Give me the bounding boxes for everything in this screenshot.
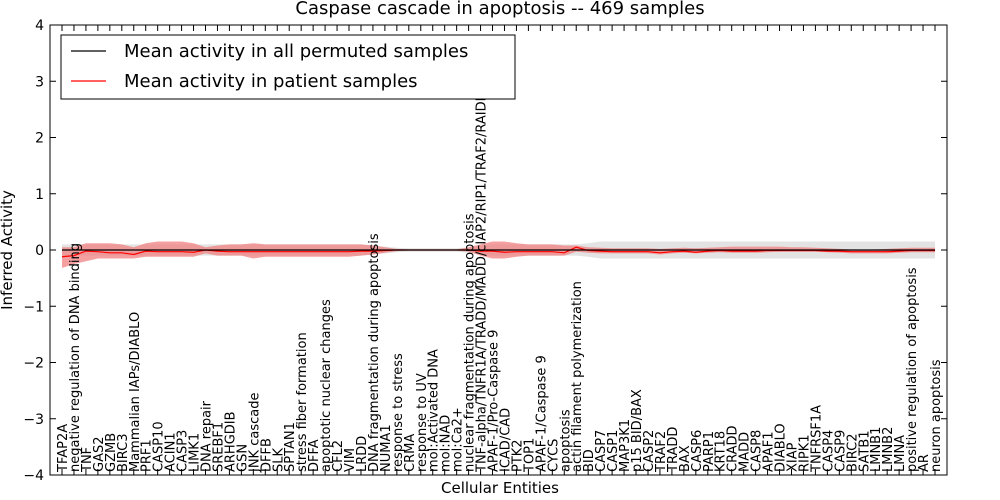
- x-tick-label: MAP3K1: [618, 419, 633, 472]
- x-tick-label: CRMA: [403, 434, 418, 472]
- x-tick-label: mol:Ca2+: [451, 407, 466, 472]
- x-tick-label: CYCS: [546, 439, 561, 472]
- plot-frame: [49, 24, 948, 476]
- x-tick-label: ACIN1: [164, 432, 179, 472]
- x-tick-label: BAX: [678, 445, 693, 472]
- x-tick-label: CASP4: [821, 430, 836, 472]
- y-tick-label: −4: [23, 468, 44, 484]
- x-tick-label: DFFA: [307, 439, 322, 472]
- x-tick-label: NUMA1: [379, 424, 394, 472]
- patient-band: [62, 241, 935, 268]
- y-tick-label: −2: [23, 356, 44, 372]
- x-tick-label: BIRC2: [845, 434, 860, 473]
- x-tick-label: p15 BID/BAX: [630, 389, 645, 472]
- y-axis-label: Inferred Activity: [0, 190, 16, 310]
- x-tick-label: CASP6: [690, 430, 705, 472]
- y-tick-label: 4: [35, 18, 44, 34]
- x-tick-label: TNF: [80, 447, 95, 473]
- x-tick-label: GZMB: [104, 433, 119, 472]
- x-tick-label: DIABLO: [774, 423, 789, 472]
- y-tick-label: 1: [35, 187, 44, 203]
- x-tick-label: mol:Activated DNA: [427, 349, 442, 472]
- x-tick-label: Mammalian IAPs/DIABLO: [128, 312, 143, 472]
- x-tick-label: apoptosis: [558, 409, 573, 472]
- x-tick-label: SATB1: [857, 430, 872, 472]
- legend-box: [60, 34, 516, 100]
- x-tick-label: PRF1: [140, 439, 155, 472]
- x-tick-label: APAF-1/Pro-Caspase 9: [487, 330, 502, 472]
- legend: Mean activity in all permuted samples Me…: [60, 34, 516, 100]
- x-tick-label: TOP1: [522, 438, 537, 473]
- x-tick-label: TNFRSF1A: [809, 405, 824, 473]
- x-tick-label: DNA fragmentation during apoptosis: [367, 233, 382, 472]
- x-tick-label: LRDD: [355, 436, 370, 472]
- x-tick-label: LMNA: [893, 435, 908, 472]
- x-tick-label: SLK: [271, 448, 286, 472]
- x-tick-label: GAS2: [92, 437, 107, 473]
- x-tick-label: RIPK1: [797, 434, 812, 472]
- x-tick-label: KRT18: [714, 431, 729, 472]
- x-tick-label: PTK2: [510, 439, 525, 472]
- x-tick-label: CASP8: [750, 430, 765, 472]
- x-tick-label: response to UV: [415, 373, 430, 472]
- x-tick-label: apoptotic nuclear changes: [319, 299, 334, 472]
- x-axis-label: Cellular Entities: [441, 479, 559, 497]
- x-tick-label: AR: [917, 454, 932, 472]
- x-tick-label: GSN: [235, 444, 250, 472]
- x-tick-label: ICAD/CAD: [498, 408, 513, 472]
- x-tick-label: neuron apoptosis: [929, 359, 944, 472]
- x-tick-label: nuclear fragmentation during apoptosis: [463, 213, 478, 472]
- x-tick-label: XIAP: [785, 442, 800, 472]
- x-tick-label: LMNB1: [869, 427, 884, 472]
- x-tick-label: CASP2: [642, 430, 657, 472]
- x-tick-label: DNA repair: [200, 400, 215, 472]
- y-tick-label: 2: [35, 131, 44, 147]
- x-tick-label: CASP9: [833, 430, 848, 472]
- x-tick-label: SREBF1: [211, 422, 226, 472]
- x-tick-label: CASP3: [176, 430, 191, 472]
- x-tick-label: actin filament polymerization: [570, 281, 585, 472]
- x-tick-label: LIMK1: [188, 433, 203, 472]
- x-tick-label: LMNB2: [881, 427, 896, 472]
- x-tick-label: TRAF2: [654, 431, 669, 473]
- x-tick-label: APAF-1/Caspase 9: [534, 355, 549, 472]
- x-tick-label: ARHGDIB: [223, 411, 238, 472]
- x-tick-label: JNK cascade: [247, 393, 262, 473]
- x-tick-label: positive regulation of apoptosis: [905, 267, 920, 472]
- y-tick-label: −3: [23, 412, 44, 428]
- x-tick-label: PARP1: [702, 431, 717, 472]
- x-tick-label: DFFB: [259, 438, 274, 472]
- x-tick-label: BID: [582, 449, 597, 472]
- y-tick-label: −1: [23, 299, 44, 315]
- x-tick-label: MADD: [738, 432, 753, 472]
- x-tick-label: TFAP2A: [56, 424, 71, 473]
- x-tick-label: CASP1: [606, 430, 621, 472]
- y-axis: 4 3 2 1 0 −1 −2 −3 −4: [23, 18, 947, 484]
- x-tick-label: TNF-alpha/TNFR1A/TRADD/MADD/cIAP2/RIP1/T…: [475, 91, 490, 473]
- x-tick-label: stress fiber formation: [295, 332, 310, 472]
- x-tick-label: negative regulation of DNA binding: [68, 243, 83, 472]
- series-lines: [61, 246, 935, 258]
- x-tick-label: CASP10: [152, 421, 167, 472]
- x-tick-label: response to stress: [391, 353, 406, 472]
- x-tick-label: CRADD: [726, 426, 741, 473]
- x-tick-label: mol:NAD: [439, 415, 454, 472]
- legend-label-permuted: Mean activity in all permuted samples: [124, 41, 468, 62]
- x-tick-label: CFL2: [331, 440, 346, 472]
- x-tick-label: SPTAN1: [283, 422, 298, 472]
- x-tick-label: APAF1: [762, 431, 777, 472]
- chart-title: Caspase cascade in apoptosis -- 469 samp…: [295, 0, 704, 19]
- x-tick-label: BIRC3: [116, 434, 131, 473]
- legend-label-patient: Mean activity in patient samples: [124, 71, 418, 92]
- x-tick-label: CASP7: [594, 430, 609, 472]
- y-tick-label: 3: [35, 74, 44, 90]
- x-tick-label: VIM: [343, 448, 358, 472]
- y-tick-label: 0: [35, 243, 44, 259]
- x-tick-label: TRADD: [666, 427, 681, 473]
